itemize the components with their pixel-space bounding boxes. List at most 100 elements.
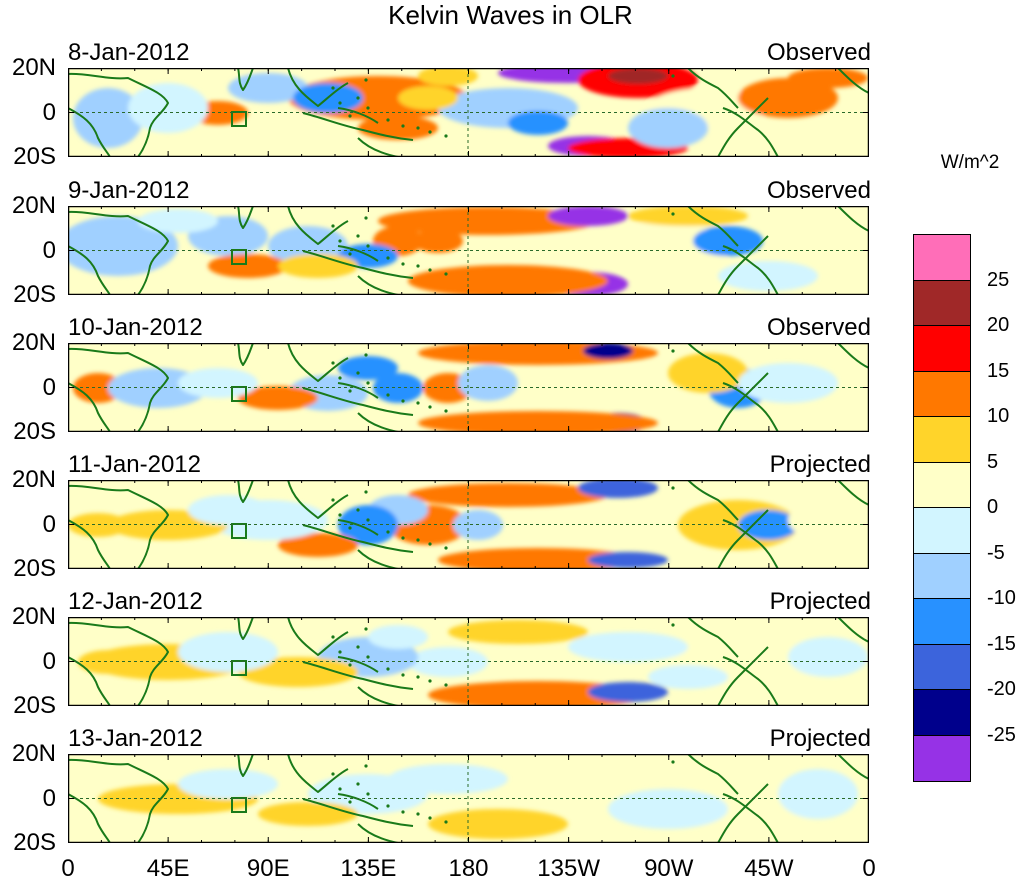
panel-date: 13-Jan-2012 (68, 725, 203, 752)
anomaly-blob (628, 108, 708, 148)
map-panel: 12-Jan-2012 Projected 20N 0 20S (0, 0, 1021, 718)
anomaly-blob (418, 411, 658, 432)
olr-map (68, 206, 869, 295)
olr-map (68, 617, 869, 706)
map-frame (68, 480, 869, 569)
colorbar-label: -15 (987, 632, 1016, 655)
map-frame (68, 68, 869, 157)
colorbar-swatch (913, 325, 971, 372)
anomaly-blob (238, 657, 358, 687)
anomaly-blob (628, 206, 748, 226)
panel-status: Projected (769, 451, 871, 478)
anomaly-blob (78, 650, 138, 674)
anomaly-blob (738, 510, 798, 540)
anomaly-blob (208, 254, 288, 278)
anomaly-blob (408, 483, 608, 507)
longitude-label: 135W (537, 855, 600, 882)
map-frame (68, 206, 869, 295)
panel-status: Observed (766, 177, 871, 204)
anomaly-blob (568, 632, 688, 662)
latitude-label: 20N (11, 192, 56, 219)
latitude-label: 20S (13, 281, 56, 308)
anomaly-blob (608, 789, 728, 829)
latitude-label: 20N (11, 329, 56, 356)
anomaly-blob (258, 802, 358, 826)
coastlines (68, 617, 869, 706)
colorbar-swatch (913, 507, 971, 554)
colorbar-label: -25 (987, 723, 1016, 746)
latitude-label: 20N (11, 54, 56, 81)
map-panel: 13-Jan-2012 Projected 20N 0 20S (0, 0, 1021, 855)
olr-map (68, 343, 869, 432)
anomaly-blob (408, 265, 608, 295)
longitude-label: 45W (744, 855, 794, 882)
panel-status: Observed (766, 314, 871, 341)
anomaly-blob (438, 548, 638, 569)
anomaly-blob (458, 365, 518, 401)
longitude-label: 0 (862, 855, 876, 882)
olr-map (68, 754, 869, 843)
map-panel: 9-Jan-2012 Observed 20N 0 20S (0, 0, 1021, 307)
anomaly-blob (178, 769, 278, 799)
anomaly-blob (608, 68, 668, 84)
colorbar-swatch (913, 598, 971, 645)
anomaly-blob (73, 88, 143, 148)
map-panel: 8-Jan-2012 Observed 20N 0 20S (0, 0, 1021, 169)
anomaly-contours (68, 480, 868, 569)
latitude-label: 20S (13, 418, 56, 445)
anomaly-blob (278, 254, 358, 278)
anomaly-blob (648, 665, 728, 689)
longitude-label: 135E (340, 855, 397, 882)
latitude-label: 20S (13, 829, 56, 856)
anomaly-blob (588, 682, 668, 702)
anomaly-blob (178, 368, 258, 398)
latitude-label: 0 (42, 647, 56, 675)
anomaly-blob (718, 261, 818, 291)
anomaly-blob (418, 68, 478, 86)
coastlines (68, 480, 869, 569)
colorbar-label: -20 (987, 678, 1016, 700)
anomaly-blob (178, 632, 278, 672)
colorbar-units: W/m^2 (940, 152, 1000, 173)
olr-map (68, 480, 869, 569)
anomaly-blob (738, 363, 838, 403)
latitude-label: 20N (11, 466, 56, 493)
panel-status: Observed (766, 39, 871, 66)
colorbar-swatch (913, 643, 971, 691)
anomaly-blob (578, 480, 658, 498)
map-panel: 10-Jan-2012 Observed 20N 0 20S (0, 0, 1021, 444)
anomaly-blob (693, 226, 763, 256)
latitude-label: 20S (13, 143, 56, 170)
longitude-label: 90E (246, 855, 290, 882)
anomaly-blob (413, 229, 463, 253)
colorbar-swatch (913, 234, 971, 281)
anomaly-blob (188, 495, 268, 525)
colorbar-swatch (913, 734, 971, 782)
anomaly-blob (428, 809, 568, 839)
colorbar-label: 20 (987, 314, 1010, 336)
latitude-label: 20N (11, 740, 56, 767)
anomaly-blob (128, 83, 208, 133)
colorbar-label: -10 (987, 587, 1016, 609)
anomaly-blob (398, 86, 458, 110)
colorbar-swatch (913, 279, 971, 327)
map-frame (68, 754, 869, 843)
panel-date: 10-Jan-2012 (68, 314, 203, 341)
panel-date: 11-Jan-2012 (68, 451, 201, 478)
longitude-label: 45E (146, 855, 190, 882)
anomaly-blob (378, 207, 598, 235)
anomaly-blob (368, 625, 428, 649)
panel-status: Projected (769, 588, 871, 615)
latitude-label: 0 (42, 236, 56, 264)
latitude-label: 0 (42, 510, 56, 538)
colorbar-swatch (913, 552, 971, 600)
anomaly-blob (668, 353, 748, 393)
latitude-label: 20S (13, 555, 56, 582)
olr-map (68, 68, 869, 157)
colorbar-label: 10 (987, 405, 1010, 427)
latitude-label: 0 (42, 98, 56, 126)
map-frame (68, 343, 869, 432)
anomaly-blob (788, 500, 868, 540)
anomaly-blob (588, 552, 668, 568)
panel-status: Projected (769, 725, 871, 752)
